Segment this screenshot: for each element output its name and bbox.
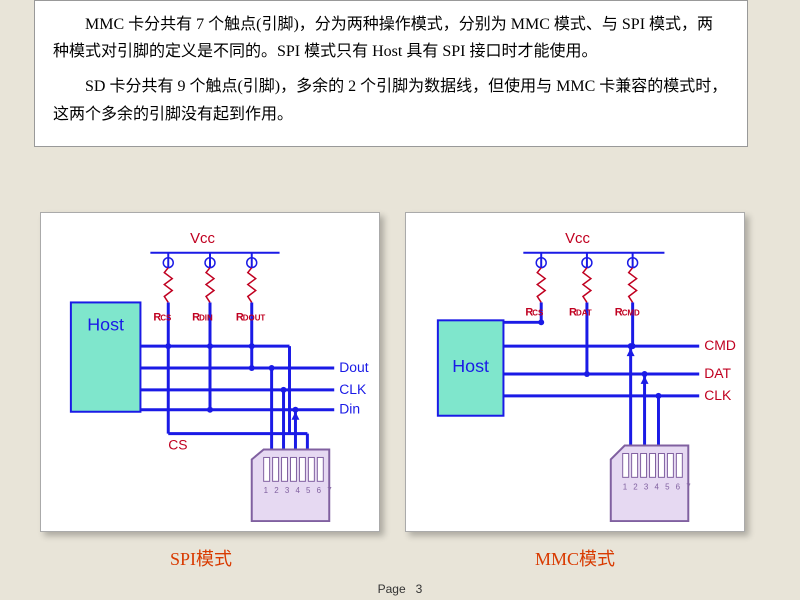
resistor-rcs: R CS: [153, 253, 173, 434]
svg-text:Dout: Dout: [339, 359, 369, 375]
svg-text:DAT: DAT: [576, 308, 592, 317]
page-footer: Page 3: [0, 582, 800, 596]
svg-text:CS: CS: [168, 437, 187, 453]
spi-diagram-panel: Host Vcc R CS R DIN R DOUT: [40, 212, 380, 532]
resistor-rdin: R DIN: [192, 253, 215, 410]
svg-text:Vcc: Vcc: [565, 231, 590, 247]
mmc-diagram-panel: Host Vcc R CS R DAT R CMD: [405, 212, 745, 532]
svg-text:Host: Host: [87, 314, 124, 334]
paragraph-1: MMC 卡分共有 7 个触点(引脚)，分为两种操作模式，分别为 MMC 模式、与…: [53, 11, 729, 65]
svg-text:Vcc: Vcc: [190, 231, 215, 247]
svg-text:Din: Din: [339, 401, 360, 417]
paragraph-2: SD 卡分共有 9 个触点(引脚)，多余的 2 个引脚为数据线，但使用与 MMC…: [53, 73, 729, 127]
svg-text:CLK: CLK: [339, 381, 367, 397]
mmc-caption: MMC模式: [535, 545, 615, 571]
svg-text:DAT: DAT: [704, 365, 731, 381]
page-label: Page: [378, 582, 406, 596]
page-number: 3: [416, 582, 423, 596]
svg-text:DOUT: DOUT: [243, 313, 266, 322]
svg-text:CS: CS: [532, 308, 543, 317]
resistor-rdout: R DOUT: [236, 253, 266, 368]
description-box: MMC 卡分共有 7 个触点(引脚)，分为两种操作模式，分别为 MMC 模式、与…: [34, 0, 748, 147]
svg-text:1 2 3 4 5 6 7: 1 2 3 4 5 6 7: [264, 486, 334, 495]
svg-text:CS: CS: [160, 313, 171, 322]
svg-text:CMD: CMD: [622, 308, 640, 317]
svg-text:DIN: DIN: [199, 313, 213, 322]
svg-text:CLK: CLK: [704, 387, 732, 403]
spi-caption: SPI模式: [170, 545, 232, 571]
svg-text:Host: Host: [452, 356, 489, 376]
svg-text:1 2 3 4 5 6 7: 1 2 3 4 5 6 7: [623, 482, 693, 491]
svg-text:CMD: CMD: [704, 337, 736, 353]
